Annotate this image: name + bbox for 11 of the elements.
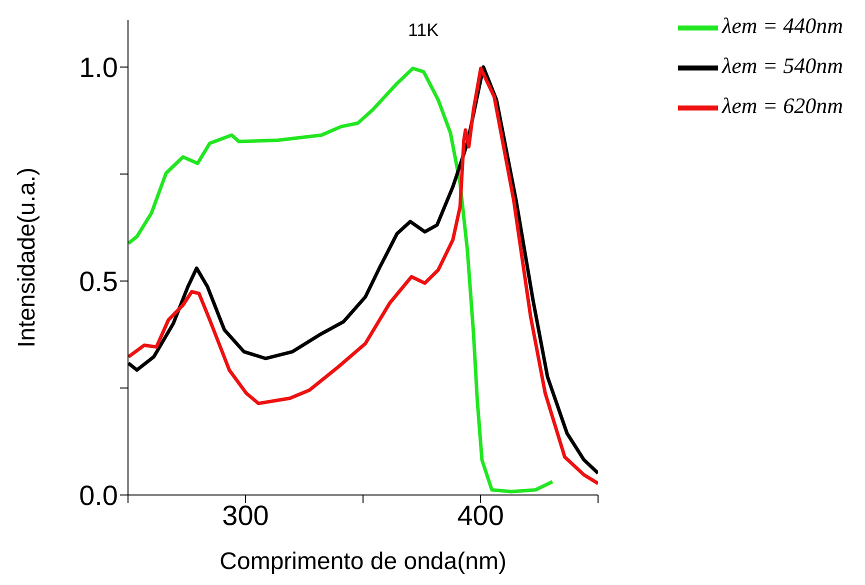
chart-title: 11K bbox=[408, 20, 439, 41]
y-tick-label: 1.0 bbox=[79, 52, 118, 84]
x-axis-title: Comprimento de onda(nm) bbox=[220, 548, 506, 575]
x-tick-label: 400 bbox=[457, 500, 504, 531]
legend-label: λem = 620nm bbox=[722, 93, 843, 118]
y-tick-label: 0.5 bbox=[79, 266, 118, 297]
x-tick-label: 300 bbox=[222, 500, 269, 531]
y-axis-title: Intensidade(u.a.) bbox=[14, 167, 41, 348]
legend-label: λem = 440nm bbox=[722, 13, 843, 38]
y-tick-label: 0.0 bbox=[79, 480, 118, 511]
legend-label: λem = 540nm bbox=[722, 53, 843, 78]
